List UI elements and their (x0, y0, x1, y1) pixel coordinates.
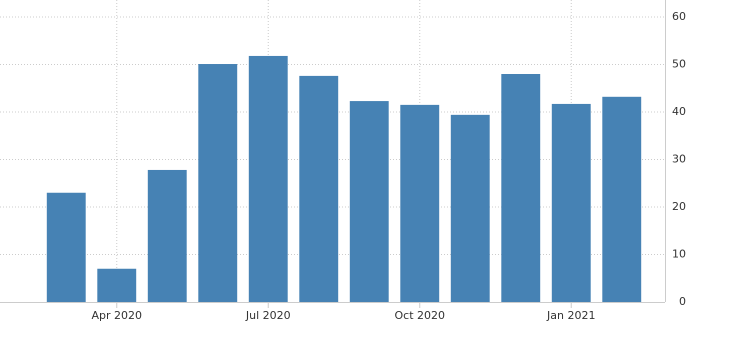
y-tick-label: 0 (679, 295, 686, 308)
x-tick-label: Jul 2020 (245, 309, 291, 322)
y-tick-label: 10 (672, 248, 686, 261)
bar (46, 192, 86, 302)
y-tick-label: 40 (672, 105, 686, 118)
bar (400, 104, 440, 302)
y-tick-label: 30 (672, 153, 686, 166)
y-tick-label: 20 (672, 200, 686, 213)
x-tick-label: Apr 2020 (91, 309, 142, 322)
bar (248, 55, 288, 303)
bar (602, 96, 642, 302)
bar (501, 74, 541, 302)
bar (299, 75, 339, 303)
bar (97, 268, 137, 302)
bar (147, 169, 187, 302)
bar (349, 101, 389, 302)
y-tick-label: 60 (672, 10, 686, 23)
y-tick-label: 50 (672, 58, 686, 71)
bar (551, 103, 591, 302)
x-tick-label: Jan 2021 (546, 309, 595, 322)
bar (450, 114, 490, 302)
bar (198, 64, 238, 303)
x-tick-label: Oct 2020 (394, 309, 445, 322)
